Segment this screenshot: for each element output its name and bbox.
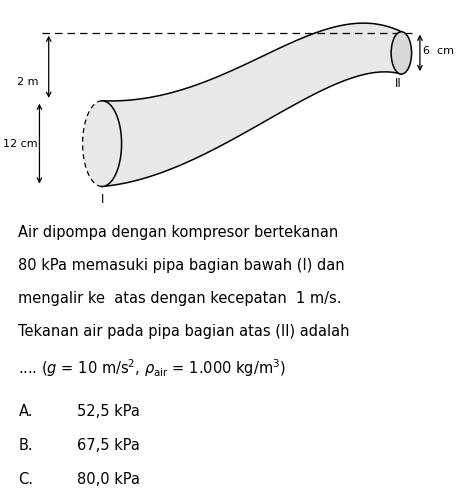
Text: C.: C. bbox=[19, 472, 33, 486]
Polygon shape bbox=[102, 23, 411, 186]
Text: B.: B. bbox=[19, 437, 33, 453]
Text: II: II bbox=[394, 77, 400, 90]
Text: I: I bbox=[100, 193, 104, 206]
Text: A.: A. bbox=[19, 404, 33, 419]
Text: 6  cm: 6 cm bbox=[422, 46, 453, 56]
Text: 67,5 kPa: 67,5 kPa bbox=[77, 437, 139, 453]
Text: 12 cm: 12 cm bbox=[3, 139, 38, 149]
Ellipse shape bbox=[82, 101, 121, 186]
Text: 2 m: 2 m bbox=[17, 77, 38, 87]
Ellipse shape bbox=[390, 32, 411, 74]
Text: 80 kPa memasuki pipa bagian bawah (I) dan: 80 kPa memasuki pipa bagian bawah (I) da… bbox=[19, 259, 344, 273]
Text: 52,5 kPa: 52,5 kPa bbox=[77, 404, 139, 419]
Text: Tekanan air pada pipa bagian atas (II) adalah: Tekanan air pada pipa bagian atas (II) a… bbox=[19, 325, 349, 340]
Text: 80,0 kPa: 80,0 kPa bbox=[77, 472, 140, 486]
Text: Air dipompa dengan kompresor bertekanan: Air dipompa dengan kompresor bertekanan bbox=[19, 225, 338, 240]
Text: mengalir ke  atas dengan kecepatan  1 m/s.: mengalir ke atas dengan kecepatan 1 m/s. bbox=[19, 291, 341, 306]
Text: .... ($g$ = 10 m/s$^{2}$, $\rho_{\mathregular{air}}$ = 1.000 kg/m$^{3}$): .... ($g$ = 10 m/s$^{2}$, $\rho_{\mathre… bbox=[19, 357, 286, 379]
